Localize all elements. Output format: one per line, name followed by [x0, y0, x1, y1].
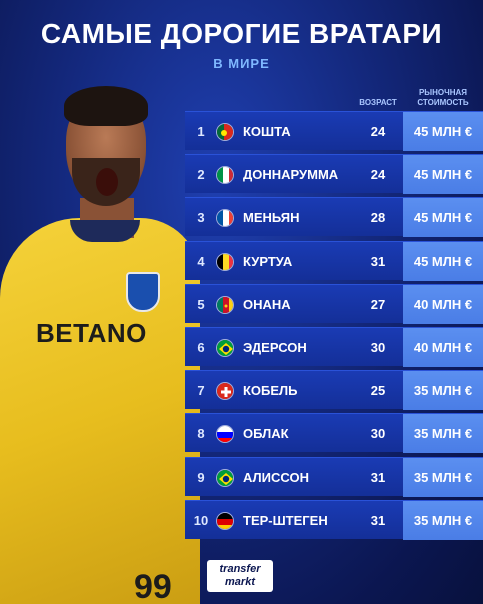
germany-flag-icon: [216, 512, 234, 530]
player-age: 28: [370, 210, 386, 225]
player-name: АЛИССОН: [243, 470, 309, 485]
player-age: 31: [370, 254, 386, 269]
player-name: КОБЕЛЬ: [243, 383, 298, 398]
rank-number: 1: [197, 124, 205, 139]
market-value: 45 МЛН €: [403, 155, 483, 194]
rank-number: 2: [197, 167, 205, 182]
player-photo: BETANO 99: [0, 80, 200, 604]
table-row: 9 АЛИССОН 31 35 МЛН €: [185, 457, 483, 497]
rank-number: 4: [197, 254, 205, 269]
rank-number: 7: [197, 383, 205, 398]
rank-number: 3: [197, 210, 205, 225]
club-crest-icon: [126, 272, 160, 312]
age-column-header: ВОЗРАСТ: [359, 98, 397, 107]
table-row: 4 КУРТУА 31 45 МЛН €: [185, 241, 483, 281]
player-name: МЕНЬЯН: [243, 210, 300, 225]
rank-number: 10: [193, 513, 209, 528]
table-row: 7 КОБЕЛЬ 25 35 МЛН €: [185, 370, 483, 410]
table-row: 3 МЕНЬЯН 28 45 МЛН €: [185, 197, 483, 237]
table-row: 2 ДОННАРУММА 24 45 МЛН €: [185, 154, 483, 194]
page-subtitle: В МИРЕ: [213, 56, 270, 71]
shirt-sponsor: BETANO: [36, 318, 147, 348]
rank-number: 8: [197, 426, 205, 441]
logo-line-2: markt: [225, 576, 255, 588]
player-age: 25: [370, 383, 386, 398]
rank-number: 5: [197, 297, 205, 312]
switzerland-flag-icon: [216, 382, 234, 400]
player-name: ОНАНА: [243, 297, 291, 312]
market-value: 45 МЛН €: [403, 242, 483, 281]
belgium-flag-icon: [216, 253, 234, 271]
player-age: 30: [370, 340, 386, 355]
brazil-flag-icon: [216, 469, 234, 487]
brazil-flag-icon: [216, 339, 234, 357]
logo-line-1: transfer: [219, 563, 261, 575]
italy-flag-icon: [216, 166, 234, 184]
market-value: 35 МЛН €: [403, 501, 483, 540]
market-value: 40 МЛН €: [403, 285, 483, 324]
jersey-collar: [70, 220, 140, 242]
cameroon-flag-icon: [216, 296, 234, 314]
market-value: 35 МЛН €: [403, 371, 483, 410]
portugal-flag-icon: [216, 123, 234, 141]
table-row: 5 ОНАНА 27 40 МЛН €: [185, 284, 483, 324]
player-age: 27: [370, 297, 386, 312]
table-row: 1 КОШТА 24 45 МЛН €: [185, 111, 483, 151]
player-age: 24: [370, 124, 386, 139]
table-row: 6 ЭДЕРСОН 30 40 МЛН €: [185, 327, 483, 367]
player-name: ЭДЕРСОН: [243, 340, 307, 355]
market-value: 45 МЛН €: [403, 112, 483, 151]
player-mouth: [96, 168, 118, 196]
player-age: 31: [370, 513, 386, 528]
rank-number: 9: [197, 470, 205, 485]
market-value: 35 МЛН €: [403, 414, 483, 453]
player-age: 31: [370, 470, 386, 485]
player-name: КУРТУА: [243, 254, 293, 269]
market-value: 45 МЛН €: [403, 198, 483, 237]
rank-number: 6: [197, 340, 205, 355]
slovenia-flag-icon: [216, 425, 234, 443]
page-title: САМЫЕ ДОРОГИЕ ВРАТАРИ: [40, 18, 443, 49]
player-name: КОШТА: [243, 124, 291, 139]
goalkeeper-jersey: [0, 218, 200, 604]
player-hair: [64, 86, 148, 126]
value-column-header: РЫНОЧНАЯ СТОИМОСТЬ: [417, 88, 469, 107]
table-row: 8 ОБЛАК 30 35 МЛН €: [185, 413, 483, 453]
table-row: 10 ТЕР-ШТЕГЕН 31 35 МЛН €: [185, 500, 483, 540]
transfermarkt-logo: transfer markt: [207, 560, 273, 592]
market-value: 40 МЛН €: [403, 328, 483, 367]
player-name: ТЕР-ШТЕГЕН: [243, 513, 328, 528]
france-flag-icon: [216, 209, 234, 227]
shirt-number: 99: [134, 568, 172, 604]
player-age: 30: [370, 426, 386, 441]
player-name: ДОННАРУММА: [243, 167, 339, 182]
player-name: ОБЛАК: [243, 426, 289, 441]
player-age: 24: [370, 167, 386, 182]
market-value: 35 МЛН €: [403, 458, 483, 497]
